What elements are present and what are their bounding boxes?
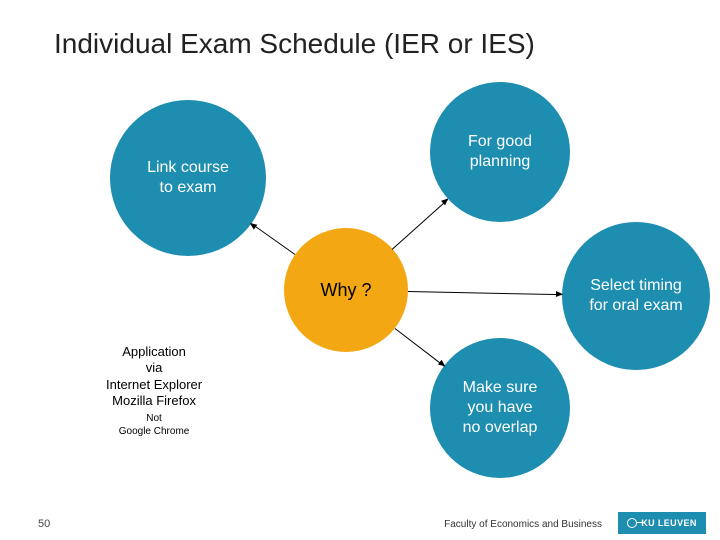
note-sub: NotGoogle Chrome — [106, 413, 202, 438]
key-icon — [627, 518, 637, 528]
circle-link-course: Link courseto exam — [110, 100, 266, 256]
slide: Individual Exam Schedule (IER or IES) Li… — [0, 0, 720, 540]
faculty-text: Faculty of Economics and Business — [444, 519, 602, 530]
note-main: ApplicationviaInternet ExplorerMozilla F… — [106, 344, 202, 409]
arrow-why-to-good_planning — [392, 199, 448, 250]
circle-why: Why ? — [284, 228, 408, 352]
logo-text: KU LEUVEN — [641, 518, 697, 528]
university-logo: KU LEUVEN — [618, 512, 706, 534]
circle-label: Make sureyou haveno overlap — [463, 378, 538, 438]
circle-good-planning: For goodplanning — [430, 82, 570, 222]
browser-note: ApplicationviaInternet ExplorerMozilla F… — [106, 344, 202, 438]
footer: 50 Faculty of Economics and Business KU … — [0, 506, 720, 540]
circle-label: Select timingfor oral exam — [589, 276, 682, 316]
circle-select-timing: Select timingfor oral exam — [562, 222, 710, 370]
arrow-why-to-link_course — [251, 223, 295, 255]
arrow-why-to-select_timing — [408, 291, 562, 295]
circle-label: Why ? — [320, 279, 371, 302]
arrow-why-to-no_overlap — [395, 328, 445, 367]
circle-label: Link courseto exam — [147, 158, 229, 198]
slide-title: Individual Exam Schedule (IER or IES) — [54, 28, 535, 60]
page-number: 50 — [38, 518, 50, 530]
circle-no-overlap: Make sureyou haveno overlap — [430, 338, 570, 478]
circle-label: For goodplanning — [468, 132, 532, 172]
